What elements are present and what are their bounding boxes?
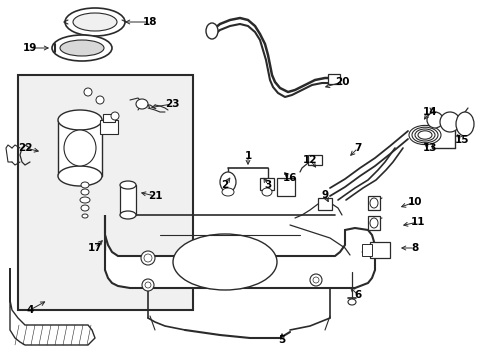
Ellipse shape: [120, 181, 136, 189]
Ellipse shape: [120, 211, 136, 219]
Bar: [120, 185, 136, 215]
Ellipse shape: [96, 96, 104, 104]
Ellipse shape: [414, 129, 434, 141]
Ellipse shape: [312, 277, 318, 283]
Ellipse shape: [262, 188, 271, 196]
Ellipse shape: [52, 35, 112, 61]
Bar: [327, 74, 339, 84]
Bar: [369, 242, 389, 258]
Text: 15: 15: [454, 135, 468, 145]
Ellipse shape: [81, 205, 89, 211]
Ellipse shape: [426, 112, 442, 128]
Text: 18: 18: [142, 17, 157, 27]
Ellipse shape: [455, 112, 473, 136]
Text: 4: 4: [26, 305, 34, 315]
Bar: [317, 198, 331, 210]
Ellipse shape: [141, 251, 155, 265]
Bar: [307, 155, 321, 165]
Text: 14: 14: [422, 107, 436, 117]
Bar: [367, 196, 379, 210]
Ellipse shape: [369, 198, 377, 208]
Ellipse shape: [417, 131, 431, 139]
Ellipse shape: [142, 279, 154, 291]
Ellipse shape: [411, 127, 437, 143]
Ellipse shape: [84, 88, 92, 96]
Bar: [18, 75, 193, 310]
Bar: [58, 120, 102, 176]
Ellipse shape: [60, 40, 104, 56]
Ellipse shape: [82, 214, 88, 218]
Polygon shape: [105, 215, 374, 288]
Text: 22: 22: [18, 143, 32, 153]
Bar: [260, 178, 273, 190]
Text: 1: 1: [244, 151, 251, 161]
Text: 5: 5: [278, 335, 285, 345]
Ellipse shape: [205, 23, 218, 39]
Text: 10: 10: [407, 197, 421, 207]
Ellipse shape: [80, 197, 90, 203]
Text: 12: 12: [302, 155, 317, 165]
Ellipse shape: [111, 112, 119, 120]
Ellipse shape: [220, 172, 236, 192]
Text: 8: 8: [410, 243, 418, 253]
Ellipse shape: [64, 130, 96, 166]
Text: 17: 17: [87, 243, 102, 253]
Text: 16: 16: [282, 173, 297, 183]
Text: 23: 23: [164, 99, 179, 109]
Polygon shape: [10, 268, 95, 345]
Ellipse shape: [439, 112, 459, 132]
Ellipse shape: [347, 299, 355, 305]
Text: 13: 13: [422, 143, 436, 153]
Text: 3: 3: [264, 180, 271, 190]
Bar: [100, 120, 118, 134]
Ellipse shape: [408, 125, 440, 145]
Ellipse shape: [136, 99, 148, 109]
Ellipse shape: [81, 189, 89, 195]
Bar: [361, 244, 371, 256]
Ellipse shape: [369, 218, 377, 228]
Ellipse shape: [145, 282, 151, 288]
Text: 20: 20: [334, 77, 348, 87]
Ellipse shape: [73, 13, 117, 31]
Ellipse shape: [81, 182, 89, 188]
Ellipse shape: [65, 8, 125, 36]
Text: 21: 21: [147, 191, 162, 201]
Text: 6: 6: [354, 290, 361, 300]
Bar: [276, 178, 294, 196]
Bar: [103, 114, 115, 122]
Bar: [367, 216, 379, 230]
Text: 19: 19: [23, 43, 37, 53]
Text: 9: 9: [321, 190, 328, 200]
Text: 2: 2: [221, 180, 228, 190]
Ellipse shape: [222, 188, 234, 196]
Text: 7: 7: [354, 143, 361, 153]
Ellipse shape: [58, 110, 102, 130]
Ellipse shape: [309, 274, 321, 286]
Text: 11: 11: [410, 217, 425, 227]
Ellipse shape: [58, 166, 102, 186]
Ellipse shape: [143, 254, 152, 262]
Ellipse shape: [173, 234, 276, 290]
